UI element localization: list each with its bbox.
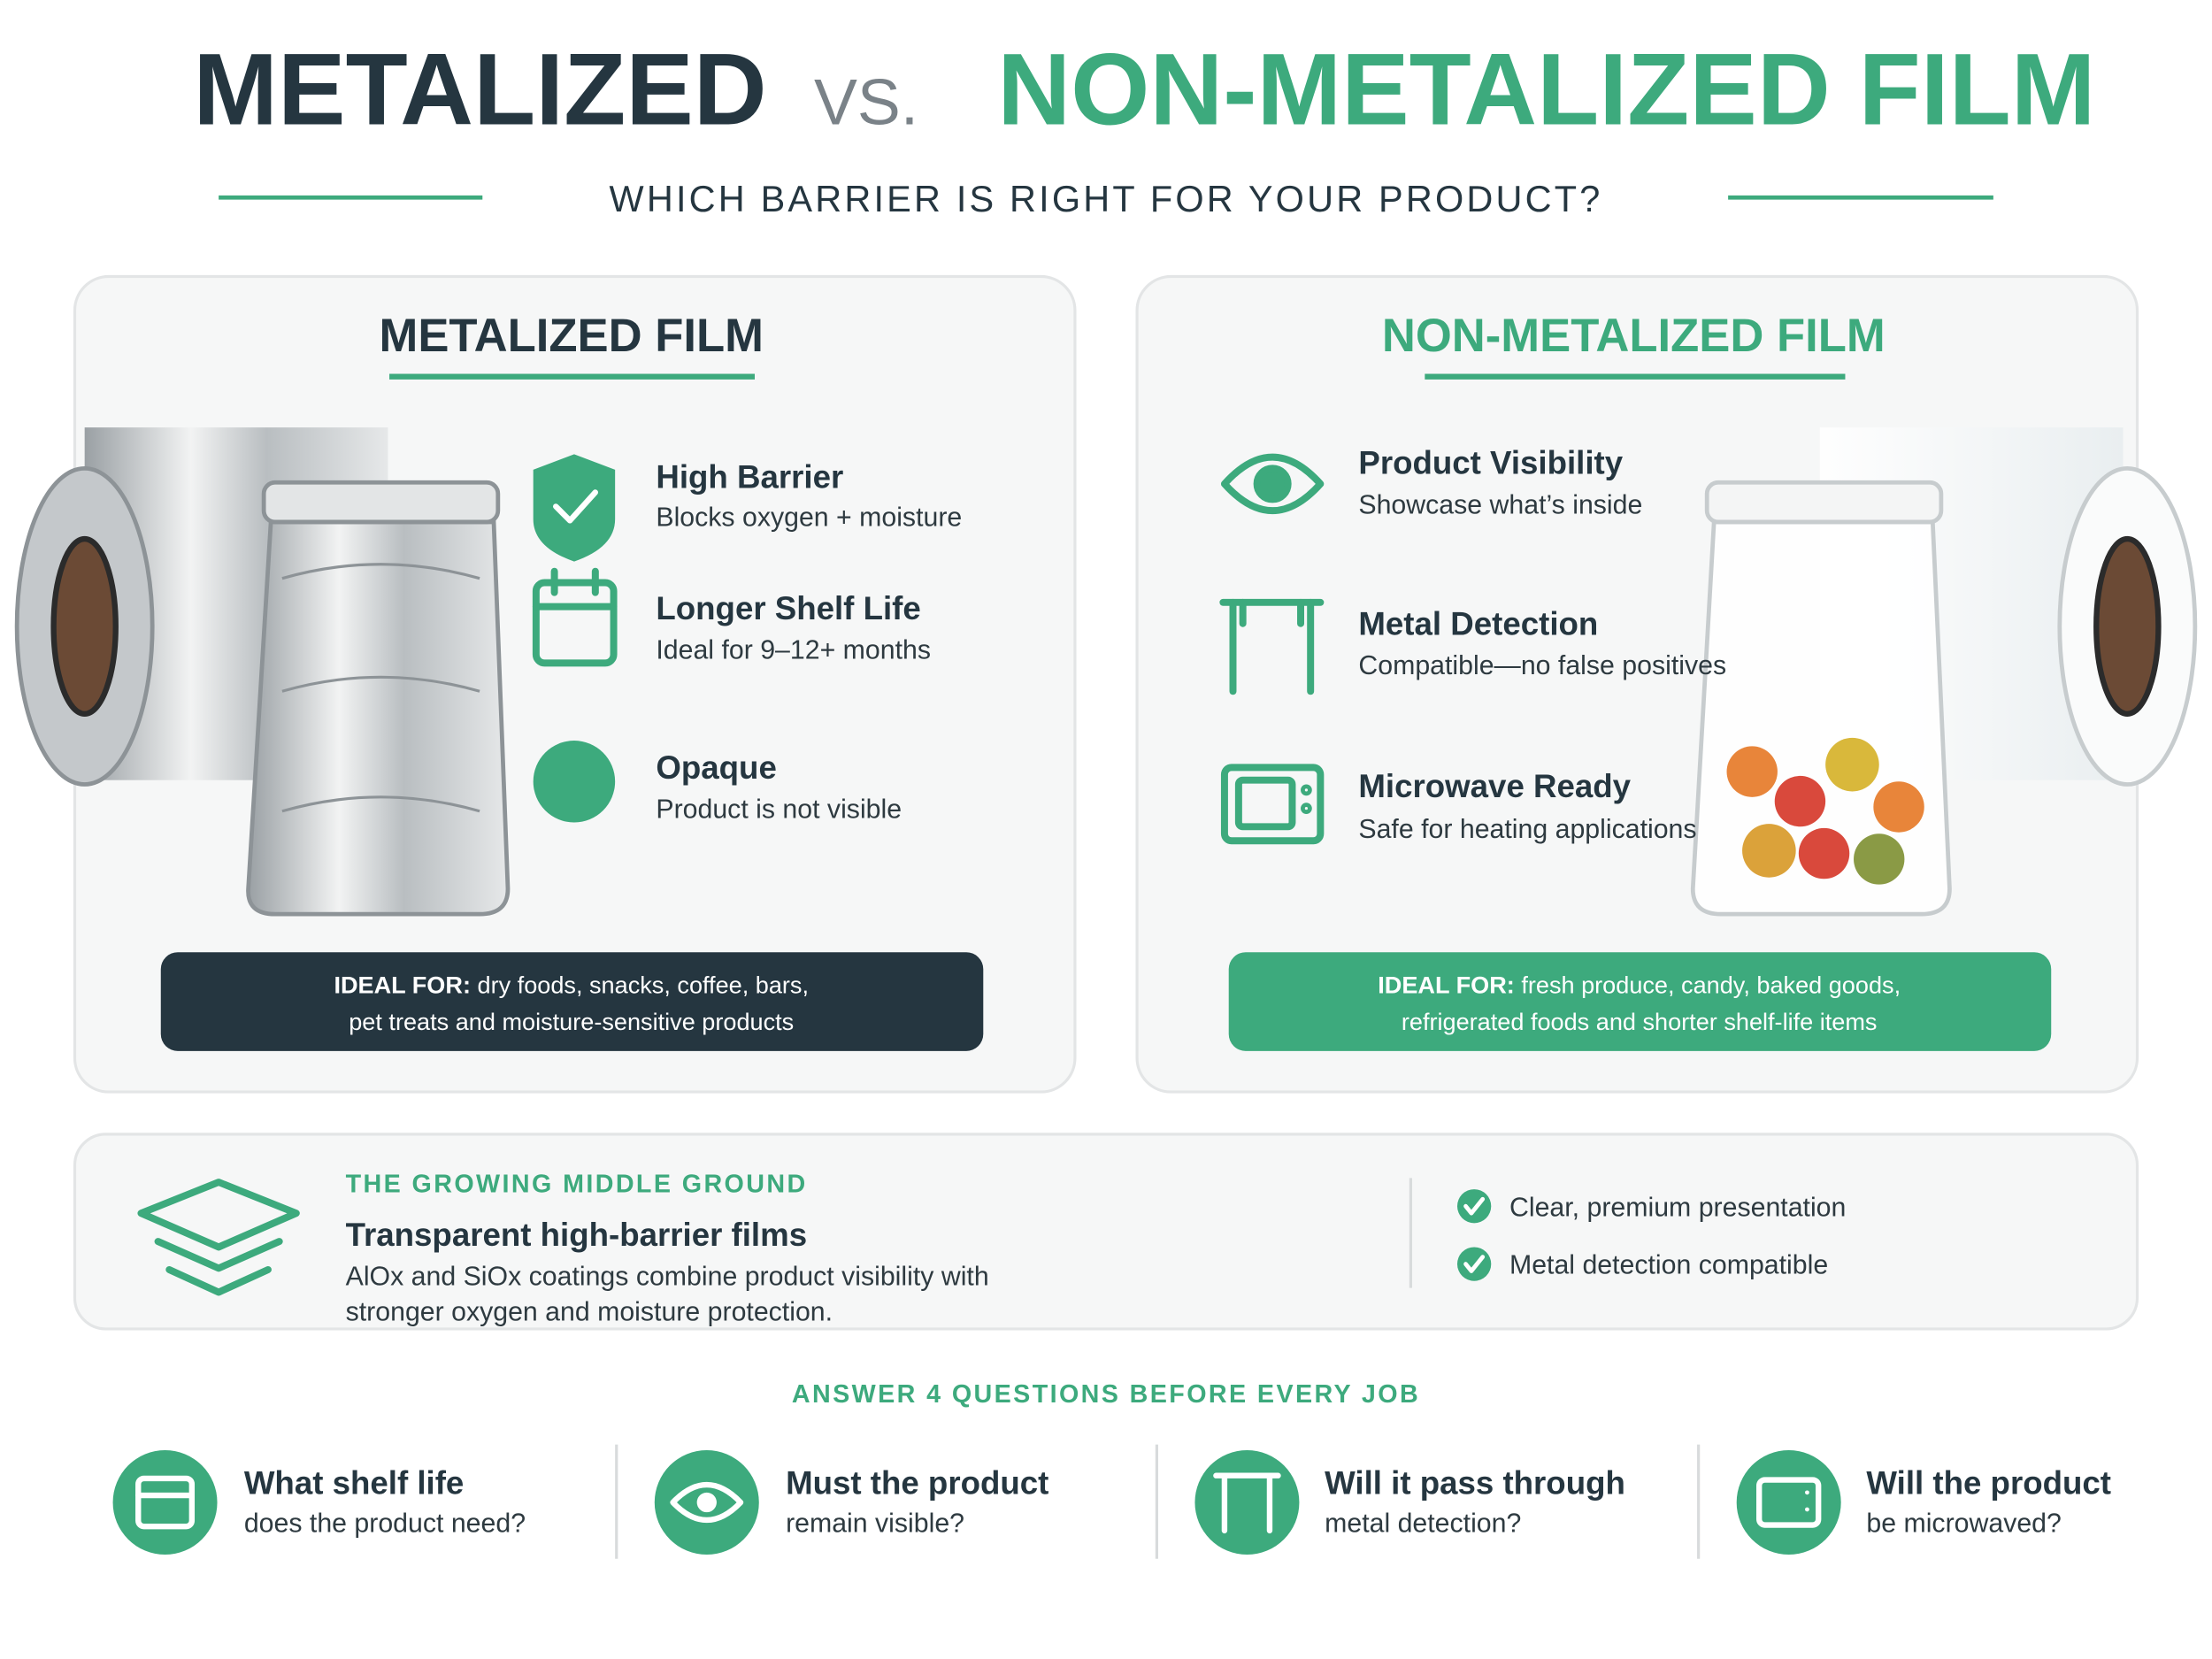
middle-kicker: THE GROWING MIDDLE GROUND [346,1170,808,1198]
question-title: What shelf life [244,1464,464,1501]
title-right: NON-METALIZED FILM [997,33,2095,146]
icon-microwave [1220,764,1325,845]
question-icon [1194,1450,1300,1555]
ideal-text: fresh produce, candy, baked goods, [1521,971,1901,998]
metal-roll-illustration [14,427,511,917]
ideal-box [1228,952,2052,1051]
ideal-line: IDEAL FOR: fresh produce, candy, baked g… [1378,971,1901,998]
feature-desc: Ideal for 9–12+ months [656,636,931,665]
icon-shield [533,454,616,562]
feature-title: Opaque [656,749,776,786]
questions-heading: ANSWER 4 QUESTIONS BEFORE EVERY JOB [792,1380,1420,1409]
ideal-label: IDEAL FOR: [334,971,471,998]
feature-title: High Barrier [656,459,843,495]
question-desc: does the product need? [244,1509,526,1539]
question-title: Will the product [1866,1464,2111,1501]
question-desc: be microwaved? [1866,1509,2062,1539]
question-desc: remain visible? [786,1509,964,1539]
feature-desc: Compatible—no false positives [1358,651,1726,680]
feature-desc: Blocks oxygen + moisture [656,503,962,533]
feature-desc: Safe for heating applications [1358,815,1696,844]
feature-title: Product Visibility [1358,445,1623,481]
check-icon [1457,1189,1492,1224]
ideal-text: dry foods, snacks, coffee, bars, [478,971,809,998]
question-title: Must the product [786,1464,1048,1501]
check-icon [1457,1247,1492,1281]
icon-calendar [532,567,618,667]
panel-title: NON-METALIZED FILM [1382,310,1886,362]
panel-title: METALIZED FILM [380,310,764,362]
subtitle: WHICH BARRIER IS RIGHT FOR YOUR PRODUCT? [610,178,1603,219]
ideal-label: IDEAL FOR: [1378,971,1515,998]
icon-detector [1219,598,1325,695]
middle-title: Transparent high-barrier films [346,1217,807,1253]
middle-desc: stronger oxygen and moisture protection. [346,1297,833,1326]
feature-title: Microwave Ready [1358,768,1631,804]
ideal-text: refrigerated foods and shorter shelf-lif… [1402,1008,1878,1035]
question-icon [112,1450,218,1555]
feature-title: Longer Shelf Life [656,590,920,626]
clear-roll-illustration [1690,427,2198,917]
icon-layers [137,1179,300,1296]
check-text: Clear, premium presentation [1509,1193,1846,1222]
ideal-line: IDEAL FOR: dry foods, snacks, coffee, ba… [334,971,809,998]
icon-opaque [533,741,616,823]
middle-band [73,1133,2139,1331]
question-icon [1736,1450,1841,1555]
ideal-text: pet treats and moisture-sensitive produc… [349,1008,794,1035]
feature-desc: Showcase what’s inside [1358,490,1642,519]
feature-title: Metal Detection [1358,605,1598,641]
ideal-box [160,952,984,1051]
feature-desc: Product is not visible [656,795,902,825]
title-left: METALIZED [193,33,766,146]
icon-eye [1220,453,1325,514]
question-title: Will it pass through [1325,1464,1625,1501]
check-text: Metal detection compatible [1509,1251,1828,1280]
question-desc: metal detection? [1325,1509,1521,1539]
question-icon [654,1450,759,1555]
title-vs: VS. [814,65,918,138]
middle-desc: AlOx and SiOx coatings combine product v… [346,1262,989,1291]
